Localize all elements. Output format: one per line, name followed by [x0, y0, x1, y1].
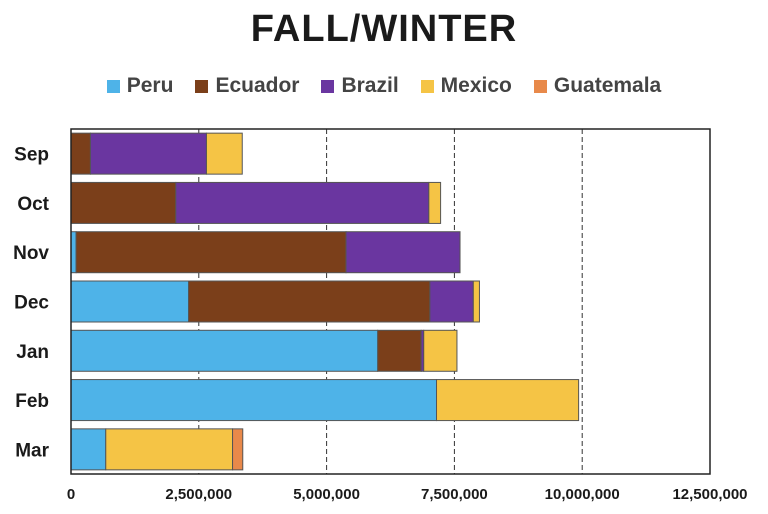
category-label-feb: Feb [15, 391, 49, 412]
x-tick-label: 0 [67, 486, 75, 503]
bar-ecuador-sep [70, 132, 91, 175]
category-label-jan: Jan [16, 342, 49, 363]
legend: Peru Ecuador Brazil Mexico Guatemala [0, 74, 768, 98]
legend-item-brazil: Brazil [321, 74, 399, 98]
category-label-mar: Mar [15, 440, 49, 461]
x-tick-label: 5,000,000 [293, 486, 360, 503]
bar-ecuador-dec [188, 280, 431, 323]
x-tick-label: 2,500,000 [165, 486, 232, 503]
bar-ecuador-jan [377, 329, 422, 372]
plot-frame [70, 128, 711, 475]
chart-title: FALL/WINTER [250, 8, 518, 50]
bar-peru-feb [70, 379, 438, 422]
legend-swatch [533, 79, 547, 93]
bar-ecuador-oct [70, 181, 177, 224]
legend-item-mexico: Mexico [420, 74, 512, 98]
category-label-oct: Oct [17, 194, 49, 215]
bar-mexico-sep [205, 132, 243, 175]
bar-brazil-sep [89, 132, 207, 175]
bar-mexico-oct [428, 181, 442, 224]
category-label-nov: Nov [13, 243, 49, 264]
bar-ecuador-nov [75, 231, 347, 274]
bar-brazil-dec [429, 280, 474, 323]
x-tick-label: 10,000,000 [545, 486, 620, 503]
legend-swatch [420, 79, 434, 93]
legend-swatch [321, 79, 335, 93]
bar-peru-mar [70, 428, 107, 471]
legend-label: Ecuador [215, 74, 300, 97]
x-tick-label: 12,500,000 [672, 486, 747, 503]
legend-label: Guatemala [553, 74, 662, 97]
category-label-dec: Dec [14, 293, 49, 314]
bar-mexico-jan [423, 329, 458, 372]
bar-brazil-oct [175, 181, 430, 224]
bar-brazil-nov [345, 231, 461, 274]
legend-label: Mexico [440, 74, 512, 97]
legend-swatch [195, 79, 209, 93]
legend-swatch [106, 79, 120, 93]
category-label-sep: Sep [14, 145, 49, 166]
bar-mexico-dec [472, 280, 480, 323]
bar-peru-nov [70, 231, 77, 274]
legend-item-guatemala: Guatemala [533, 74, 662, 98]
legend-item-peru: Peru [106, 74, 174, 98]
bar-mexico-mar [105, 428, 234, 471]
legend-label: Brazil [341, 74, 399, 97]
bar-peru-jan [70, 329, 379, 372]
bar-guatemala-mar [232, 428, 244, 471]
bar-mexico-feb [436, 379, 580, 422]
legend-item-ecuador: Ecuador [195, 74, 299, 98]
bar-peru-dec [70, 280, 190, 323]
x-tick-label: 7,500,000 [421, 486, 488, 503]
legend-label: Peru [126, 74, 174, 97]
